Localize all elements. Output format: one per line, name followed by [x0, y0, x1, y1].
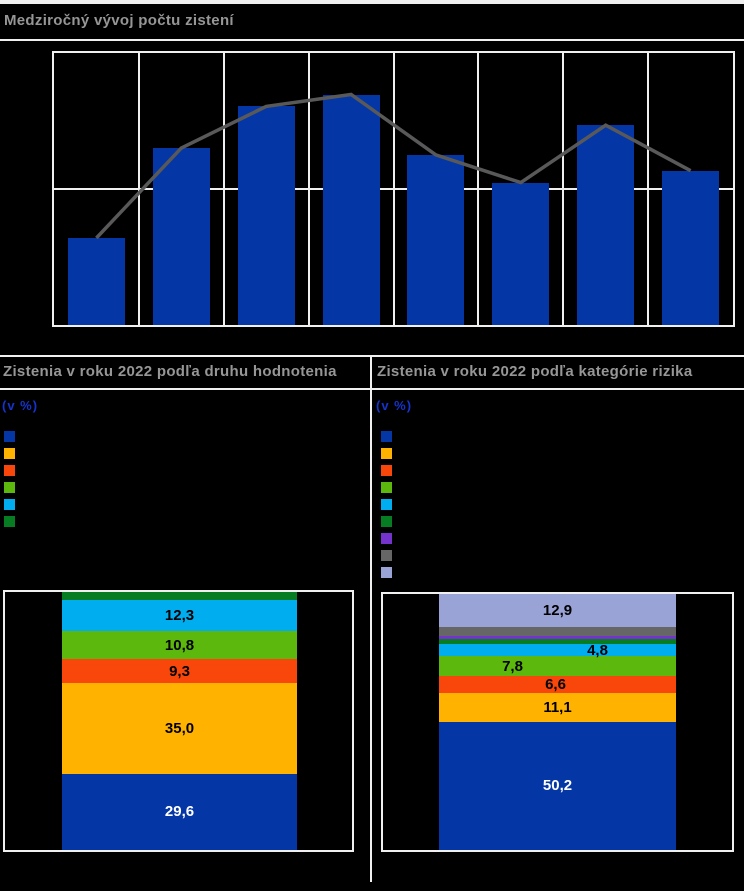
legend-swatch-cyan	[381, 499, 392, 510]
segment-value-label: 7,8	[502, 657, 523, 675]
segment-value-label: 6,6	[545, 676, 566, 694]
left-stacked-chart-plot: 29,6 35,0 9,3 10,8 12,3	[3, 590, 354, 852]
stack-segment-cyan	[439, 643, 676, 657]
stack-segment-darkgreen	[62, 592, 297, 600]
bar	[407, 154, 465, 325]
left-chart-title: Zistenia v roku 2022 podľa druhu hodnote…	[3, 363, 337, 380]
legend-swatch-orangered	[381, 465, 392, 476]
legend-swatch-orangered	[4, 465, 15, 476]
stack-segment-orangered	[439, 676, 676, 694]
bar	[577, 125, 635, 325]
bottom-section-top-rule	[0, 355, 744, 357]
bar	[237, 106, 295, 325]
stack-segment-cyan	[62, 599, 297, 632]
legend-swatch-gray	[381, 550, 392, 561]
stack-segment-darkgreen	[439, 638, 676, 644]
segment-value-label: 10,8	[164, 636, 195, 654]
left-chart-legend	[4, 431, 18, 541]
right-chart-legend	[381, 431, 395, 591]
stack-segment-purple	[439, 636, 676, 639]
legend-swatch-amber	[381, 448, 392, 459]
right-unit-label: (v %)	[376, 398, 413, 413]
segment-value-label: 9,3	[169, 662, 190, 680]
right-chart-title: Zistenia v roku 2022 podľa kategórie riz…	[377, 363, 693, 380]
segment-value-label: 4,8	[587, 641, 608, 659]
stacked-bar: 50,2 11,1 6,6 7,8 4,8 12,9	[439, 594, 676, 850]
bar	[492, 182, 550, 325]
stack-segment-lime	[439, 656, 676, 677]
legend-swatch-amber	[4, 448, 15, 459]
legend-swatch-lime	[4, 482, 15, 493]
segment-value-label: 50,2	[542, 777, 573, 795]
segment-value-label: 12,3	[164, 607, 195, 625]
legend-swatch-cyan	[4, 499, 15, 510]
top-bar-chart-plot	[52, 51, 735, 327]
legend-swatch-purple	[381, 533, 392, 544]
stack-segment-amber	[439, 693, 676, 722]
segment-value-label: 35,0	[164, 719, 195, 737]
legend-swatch-blue	[381, 431, 392, 442]
left-unit-label: (v %)	[2, 398, 39, 413]
segment-value-label: 12,9	[542, 602, 573, 620]
segment-value-label: 29,6	[164, 803, 195, 821]
legend-swatch-darkgreen	[4, 516, 15, 527]
panel-separator	[370, 355, 372, 882]
bar	[322, 94, 380, 325]
stack-segment-amber	[62, 683, 297, 774]
bar	[67, 237, 125, 325]
stack-segment-lavender	[439, 594, 676, 628]
top-edge-rule	[0, 0, 744, 4]
bar	[152, 147, 210, 325]
stack-segment-blue	[62, 773, 297, 850]
stack-segment-blue	[439, 721, 676, 850]
top-title-underline	[0, 39, 744, 41]
stack-segment-orangered	[62, 659, 297, 684]
stack-segment-lime	[62, 631, 297, 660]
top-chart-title: Medziročný vývoj počtu zistení	[4, 12, 234, 29]
stack-segment-gray	[439, 627, 676, 636]
right-stacked-chart-plot: 50,2 11,1 6,6 7,8 4,8 12,9	[381, 592, 734, 852]
stacked-bar: 29,6 35,0 9,3 10,8 12,3	[62, 592, 297, 850]
legend-swatch-lavender	[381, 567, 392, 578]
bottom-titles-underline	[0, 388, 744, 390]
legend-swatch-blue	[4, 431, 15, 442]
legend-swatch-lime	[381, 482, 392, 493]
segment-value-label: 11,1	[543, 698, 572, 716]
legend-swatch-darkgreen	[381, 516, 392, 527]
bar	[662, 170, 720, 325]
